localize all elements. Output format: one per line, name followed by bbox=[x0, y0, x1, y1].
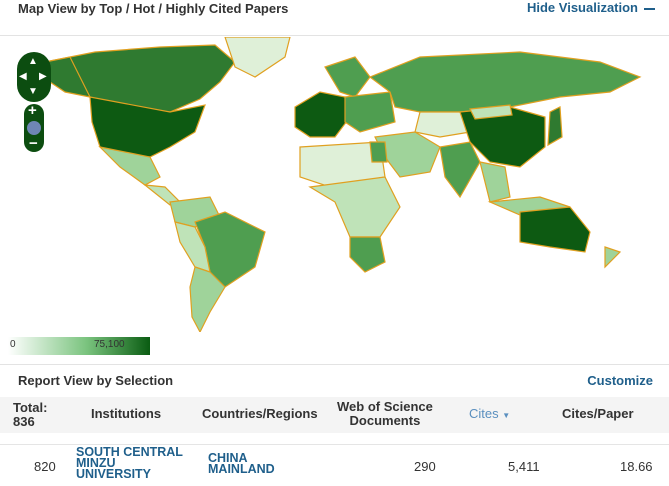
customize-link[interactable]: Customize bbox=[587, 373, 653, 388]
hide-visualization-button[interactable]: Hide Visualization bbox=[527, 0, 655, 15]
row-cites-per-paper: 18.66 bbox=[620, 459, 653, 474]
zoom-control: + − bbox=[24, 102, 44, 152]
russia bbox=[368, 51, 642, 113]
southeast-asia bbox=[479, 161, 511, 203]
col-institutions[interactable]: Institutions bbox=[91, 406, 162, 421]
mongolia bbox=[469, 104, 513, 120]
country-line: MAINLAND bbox=[208, 462, 275, 476]
divider bbox=[0, 364, 669, 365]
pan-right-icon[interactable]: ▶ bbox=[39, 71, 47, 82]
sort-desc-icon: ▼ bbox=[502, 411, 511, 420]
total-count: 836 bbox=[13, 414, 35, 429]
scandinavia bbox=[324, 56, 371, 98]
map-view-title: Map View by Top / Hot / Highly Cited Pap… bbox=[18, 1, 289, 16]
total-label: Total: 836 bbox=[13, 401, 47, 429]
argentina-chile bbox=[189, 266, 226, 332]
kazakhstan-central-asia bbox=[414, 111, 471, 138]
legend-max: 75,100 bbox=[94, 339, 125, 350]
total-text: Total: bbox=[13, 400, 48, 415]
pan-left-icon[interactable]: ◀ bbox=[19, 71, 27, 82]
central-africa bbox=[308, 176, 401, 238]
pan-down-icon[interactable]: ▼ bbox=[28, 86, 38, 97]
europe-west bbox=[294, 91, 351, 138]
china bbox=[459, 106, 546, 168]
pan-up-icon[interactable]: ▲ bbox=[28, 56, 38, 67]
egypt bbox=[369, 141, 388, 163]
globe-icon[interactable] bbox=[27, 121, 41, 135]
inst-line: SOUTH CENTRAL bbox=[76, 445, 183, 459]
usa bbox=[89, 96, 206, 158]
cites-label: Cites bbox=[469, 406, 499, 421]
country-link[interactable]: CHINA MAINLAND bbox=[208, 451, 275, 476]
india bbox=[439, 141, 481, 199]
eastern-europe bbox=[344, 91, 396, 133]
wos-line2: Documents bbox=[349, 413, 421, 428]
institution-link[interactable]: SOUTH CENTRAL MINZU UNIVERSITY bbox=[76, 445, 183, 481]
map-legend: 0 75,100 bbox=[8, 337, 150, 355]
zoom-out-icon[interactable]: − bbox=[29, 135, 38, 152]
divider bbox=[0, 35, 669, 36]
wos-line1: Web of Science bbox=[337, 399, 433, 414]
col-cites-per-paper[interactable]: Cites/Paper bbox=[562, 406, 634, 421]
world-map[interactable] bbox=[0, 37, 669, 332]
row-documents: 290 bbox=[414, 459, 436, 474]
mexico bbox=[98, 146, 161, 186]
country-line: CHINA bbox=[208, 451, 248, 465]
zoom-in-icon[interactable]: + bbox=[28, 102, 37, 119]
south-africa bbox=[349, 236, 386, 273]
col-cites[interactable]: Cites ▼ bbox=[469, 407, 510, 423]
pan-control[interactable]: ▲ ◀ ▶ ▼ bbox=[17, 52, 51, 102]
inst-line: UNIVERSITY bbox=[76, 467, 152, 481]
australia bbox=[519, 206, 591, 253]
col-wos-documents[interactable]: Web of Science Documents bbox=[337, 400, 433, 428]
row-cites: 5,411 bbox=[508, 459, 540, 474]
col-countries[interactable]: Countries/Regions bbox=[202, 406, 318, 421]
hide-visualization-label: Hide Visualization bbox=[526, 0, 638, 15]
table-header: Total: 836 Institutions Countries/Regions… bbox=[0, 397, 669, 433]
japan-korea bbox=[547, 106, 563, 147]
row-rank: 820 bbox=[34, 459, 56, 474]
report-view-title: Report View by Selection bbox=[18, 373, 174, 388]
inst-line: MINZU bbox=[76, 456, 116, 470]
legend-min: 0 bbox=[10, 339, 16, 350]
table-row: 820 SOUTH CENTRAL MINZU UNIVERSITY CHINA MA… bbox=[0, 444, 669, 486]
new-zealand bbox=[604, 246, 622, 269]
greenland bbox=[224, 37, 291, 78]
minus-icon bbox=[644, 7, 655, 10]
